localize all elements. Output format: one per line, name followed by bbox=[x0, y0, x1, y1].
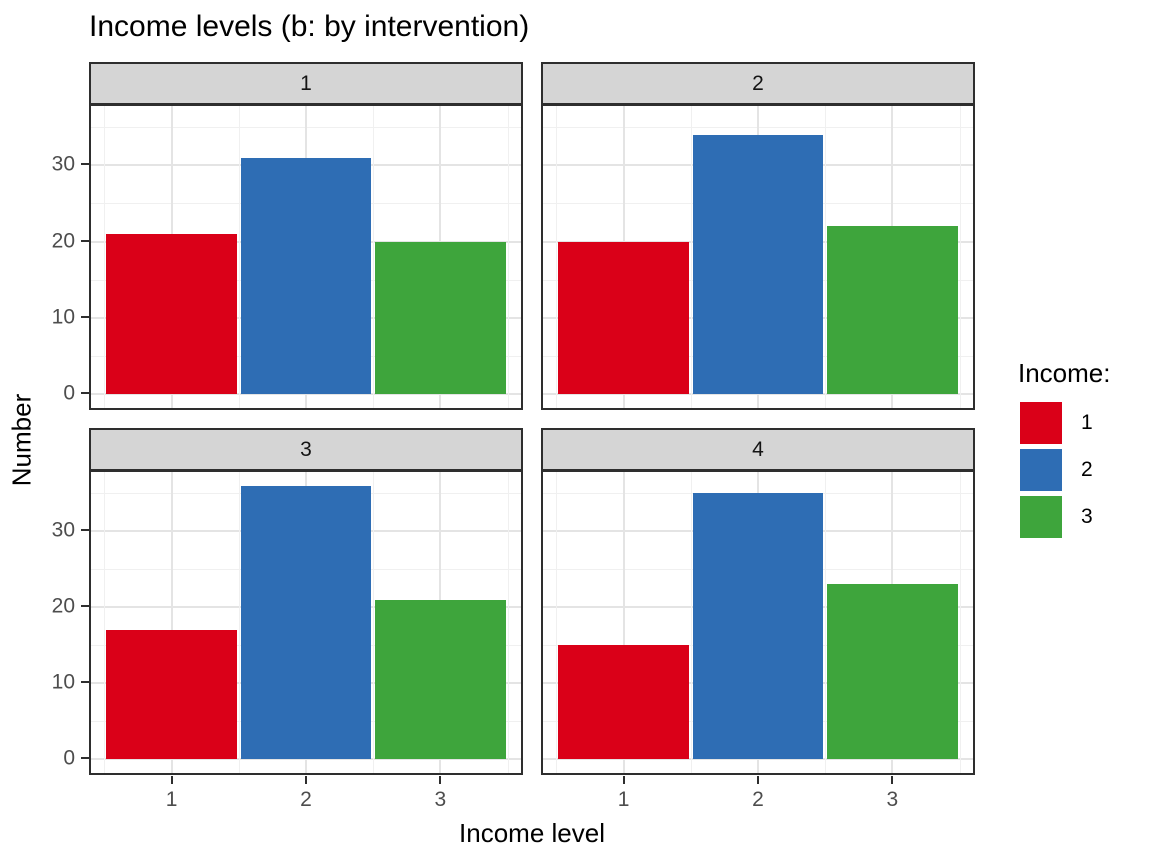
x-axis-tick bbox=[757, 776, 759, 784]
facet-strip-label: 1 bbox=[300, 71, 312, 95]
legend-title: Income: bbox=[1018, 358, 1111, 388]
y-axis-tick-label: 20 bbox=[51, 594, 75, 618]
facet-panel-1: 1 bbox=[89, 62, 523, 410]
x-major-gridline bbox=[170, 472, 173, 773]
facet-strip: 3 bbox=[89, 428, 523, 471]
facet-strip: 4 bbox=[541, 428, 975, 471]
bar-income-3 bbox=[827, 226, 958, 394]
x-axis-tick-label: 3 bbox=[886, 788, 899, 811]
bar-income-2 bbox=[692, 134, 824, 394]
x-minor-gridline bbox=[825, 106, 827, 408]
bar-income-1 bbox=[106, 629, 237, 759]
y-axis-tick bbox=[81, 605, 89, 608]
facet-strip: 1 bbox=[89, 62, 523, 105]
plot-area-facet-4 bbox=[541, 470, 975, 775]
y-axis-tick-label: 10 bbox=[51, 670, 75, 694]
plot-area-facet-3 bbox=[89, 470, 523, 775]
y-axis-tick bbox=[81, 529, 89, 532]
x-minor-gridline bbox=[959, 472, 961, 773]
y-axis-tick-label: 0 bbox=[63, 746, 75, 770]
facet-panel-4: 4 bbox=[541, 428, 975, 775]
bar-income-3 bbox=[375, 241, 506, 394]
x-minor-gridline bbox=[238, 106, 240, 408]
y-axis-tick bbox=[81, 163, 89, 166]
legend-item: 3 bbox=[1020, 496, 1111, 538]
x-major-gridline bbox=[622, 472, 625, 773]
x-minor-gridline bbox=[373, 472, 375, 773]
y-axis-tick-label: 10 bbox=[51, 305, 75, 329]
y-axis-tick bbox=[81, 756, 89, 759]
legend-item: 1 bbox=[1020, 402, 1111, 444]
bar-income-1 bbox=[106, 233, 237, 394]
facet-strip-label: 2 bbox=[752, 71, 764, 95]
x-axis-tick-label: 1 bbox=[617, 788, 630, 811]
bar-income-2 bbox=[240, 157, 372, 394]
legend-label: 3 bbox=[1081, 505, 1093, 528]
x-minor-gridline bbox=[556, 106, 558, 408]
y-axis-tick bbox=[81, 681, 89, 684]
y-axis-tick-label: 0 bbox=[63, 381, 75, 405]
bar-income-3 bbox=[827, 584, 958, 759]
y-axis-tick bbox=[81, 315, 89, 318]
y-axis-title: Number bbox=[6, 393, 37, 487]
x-axis-tick-label: 3 bbox=[434, 788, 447, 811]
x-minor-gridline bbox=[825, 472, 827, 773]
legend-label: 2 bbox=[1081, 458, 1093, 481]
y-axis-tick-label: 30 bbox=[51, 518, 75, 542]
x-axis-tick-label: 1 bbox=[165, 788, 178, 811]
x-minor-gridline bbox=[690, 472, 692, 773]
bar-income-3 bbox=[375, 599, 506, 759]
y-axis-tick-label: 20 bbox=[51, 229, 75, 253]
x-minor-gridline bbox=[556, 472, 558, 773]
facet-strip: 2 bbox=[541, 62, 975, 105]
bar-income-1 bbox=[558, 241, 689, 394]
x-minor-gridline bbox=[373, 106, 375, 408]
x-axis-tick-label: 2 bbox=[752, 788, 764, 811]
x-axis-tick bbox=[622, 776, 625, 784]
x-minor-gridline bbox=[959, 106, 961, 408]
facet-strip-label: 3 bbox=[300, 437, 312, 461]
x-axis-tick-label: 2 bbox=[300, 788, 312, 811]
x-axis-tick bbox=[170, 776, 173, 784]
legend-label: 1 bbox=[1081, 411, 1093, 434]
x-minor-gridline bbox=[507, 106, 509, 408]
facet-panel-3: 3 bbox=[89, 428, 523, 775]
y-axis-tick-label: 30 bbox=[51, 152, 75, 176]
plot-area-facet-1 bbox=[89, 104, 523, 410]
facet-panel-2: 2 bbox=[541, 62, 975, 410]
x-axis-title: Income level bbox=[459, 818, 605, 848]
legend-item: 2 bbox=[1020, 449, 1111, 491]
bar-income-2 bbox=[240, 485, 372, 759]
bar-income-2 bbox=[692, 493, 824, 759]
x-axis-tick bbox=[439, 776, 442, 784]
x-minor-gridline bbox=[104, 472, 106, 773]
legend-swatch-income-3 bbox=[1020, 496, 1062, 538]
legend-swatch-income-1 bbox=[1020, 402, 1062, 444]
x-minor-gridline bbox=[238, 472, 240, 773]
y-axis-tick bbox=[81, 391, 89, 394]
facet-strip-label: 4 bbox=[752, 437, 764, 461]
bar-income-1 bbox=[558, 645, 689, 759]
legend-swatch-income-2 bbox=[1020, 449, 1062, 491]
x-minor-gridline bbox=[507, 472, 509, 773]
plot-area-facet-2 bbox=[541, 104, 975, 410]
x-axis-tick bbox=[891, 776, 894, 784]
y-axis-tick bbox=[81, 239, 89, 242]
x-minor-gridline bbox=[690, 106, 692, 408]
x-axis-tick bbox=[305, 776, 307, 784]
x-minor-gridline bbox=[104, 106, 106, 408]
plot-title: Income levels (b: by intervention) bbox=[89, 10, 530, 43]
legend: Income: 1 2 3 bbox=[1018, 358, 1111, 543]
